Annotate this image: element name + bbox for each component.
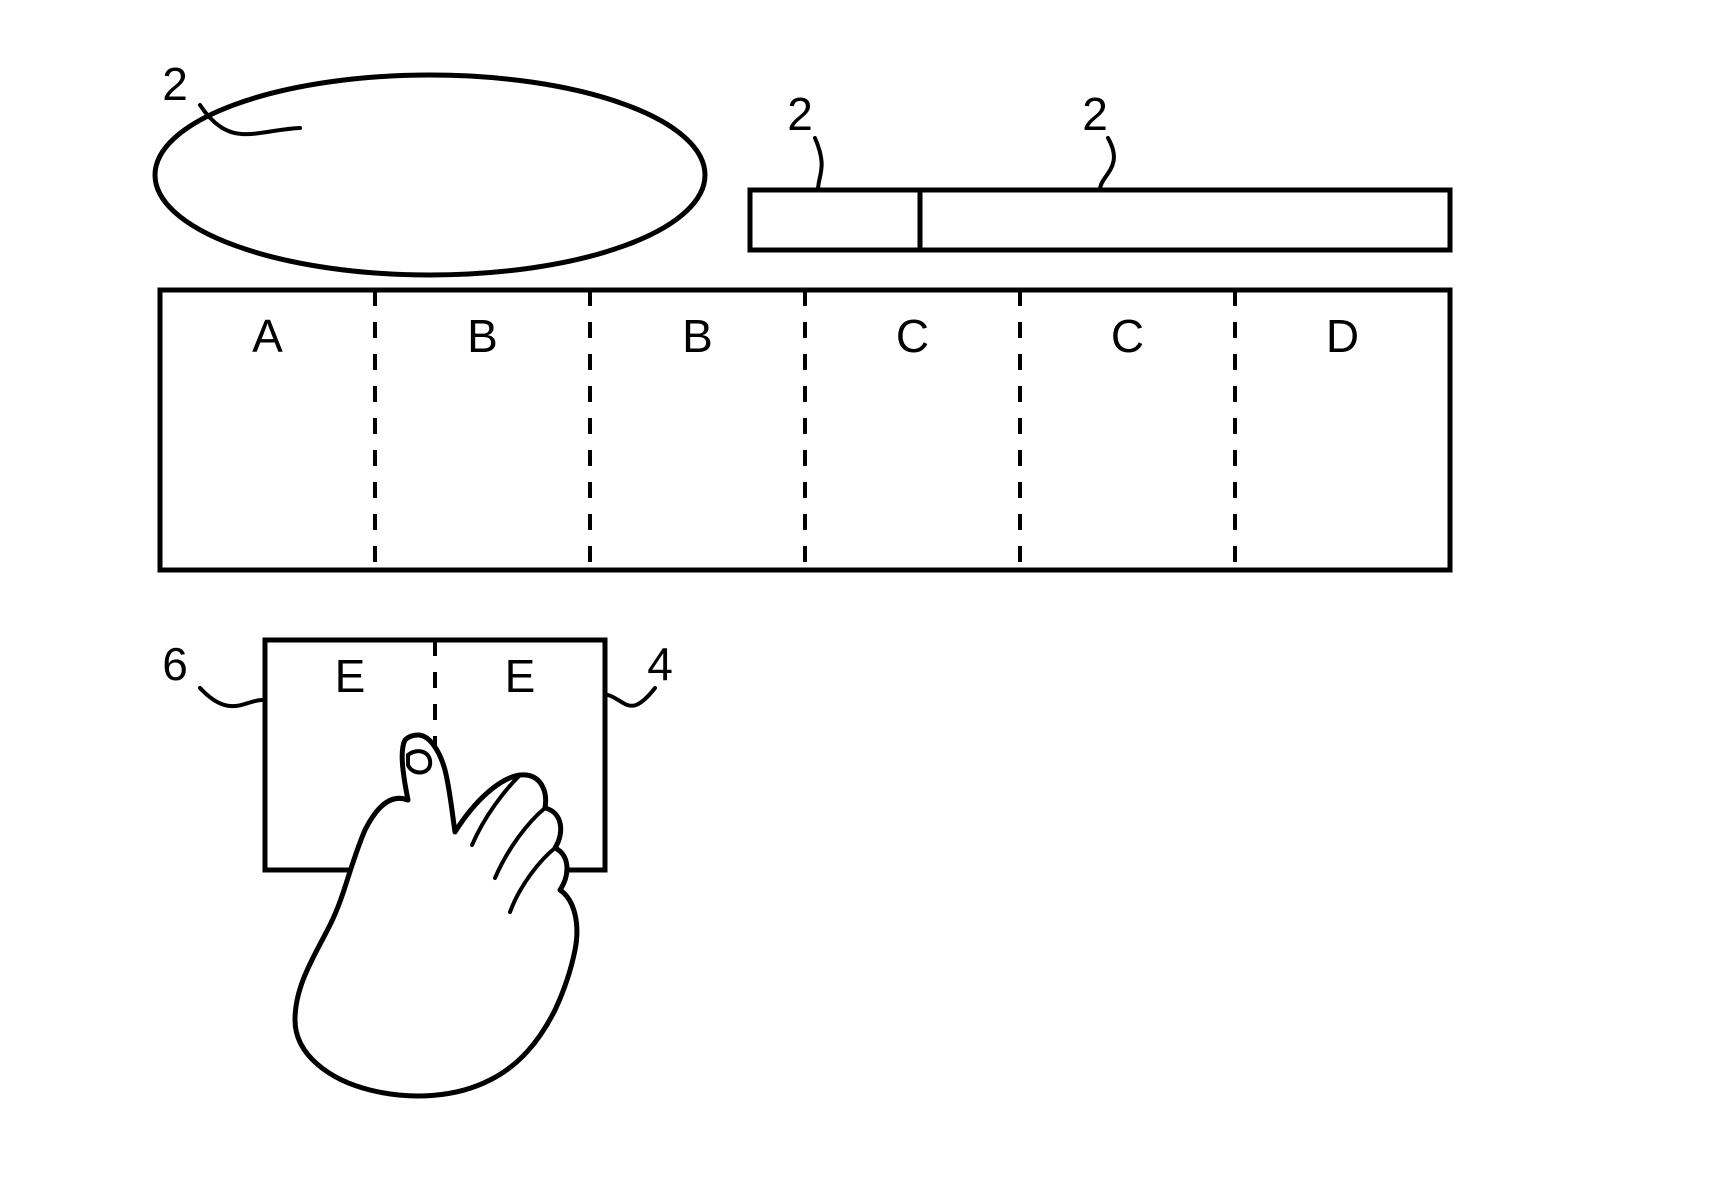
callout-c2-label: 2 xyxy=(787,88,813,140)
main-row-cell-4-label: C xyxy=(1111,310,1144,362)
callout-c5-label: 6 xyxy=(162,638,188,690)
main-row-cell-2-label: B xyxy=(682,310,713,362)
small-box-cell-0-label: E xyxy=(335,650,366,702)
main-row-cell-3-label: C xyxy=(896,310,929,362)
callout-c4-label: 4 xyxy=(647,638,673,690)
main-row-cell-0-label: A xyxy=(252,310,283,362)
main-row-cell-1-label: B xyxy=(467,310,498,362)
callout-c3-label: 2 xyxy=(1082,88,1108,140)
canvas-bg xyxy=(0,0,1727,1197)
callout-c1-label: 2 xyxy=(162,58,188,110)
small-box-cell-1-label: E xyxy=(505,650,536,702)
main-row-cell-5-label: D xyxy=(1326,310,1359,362)
